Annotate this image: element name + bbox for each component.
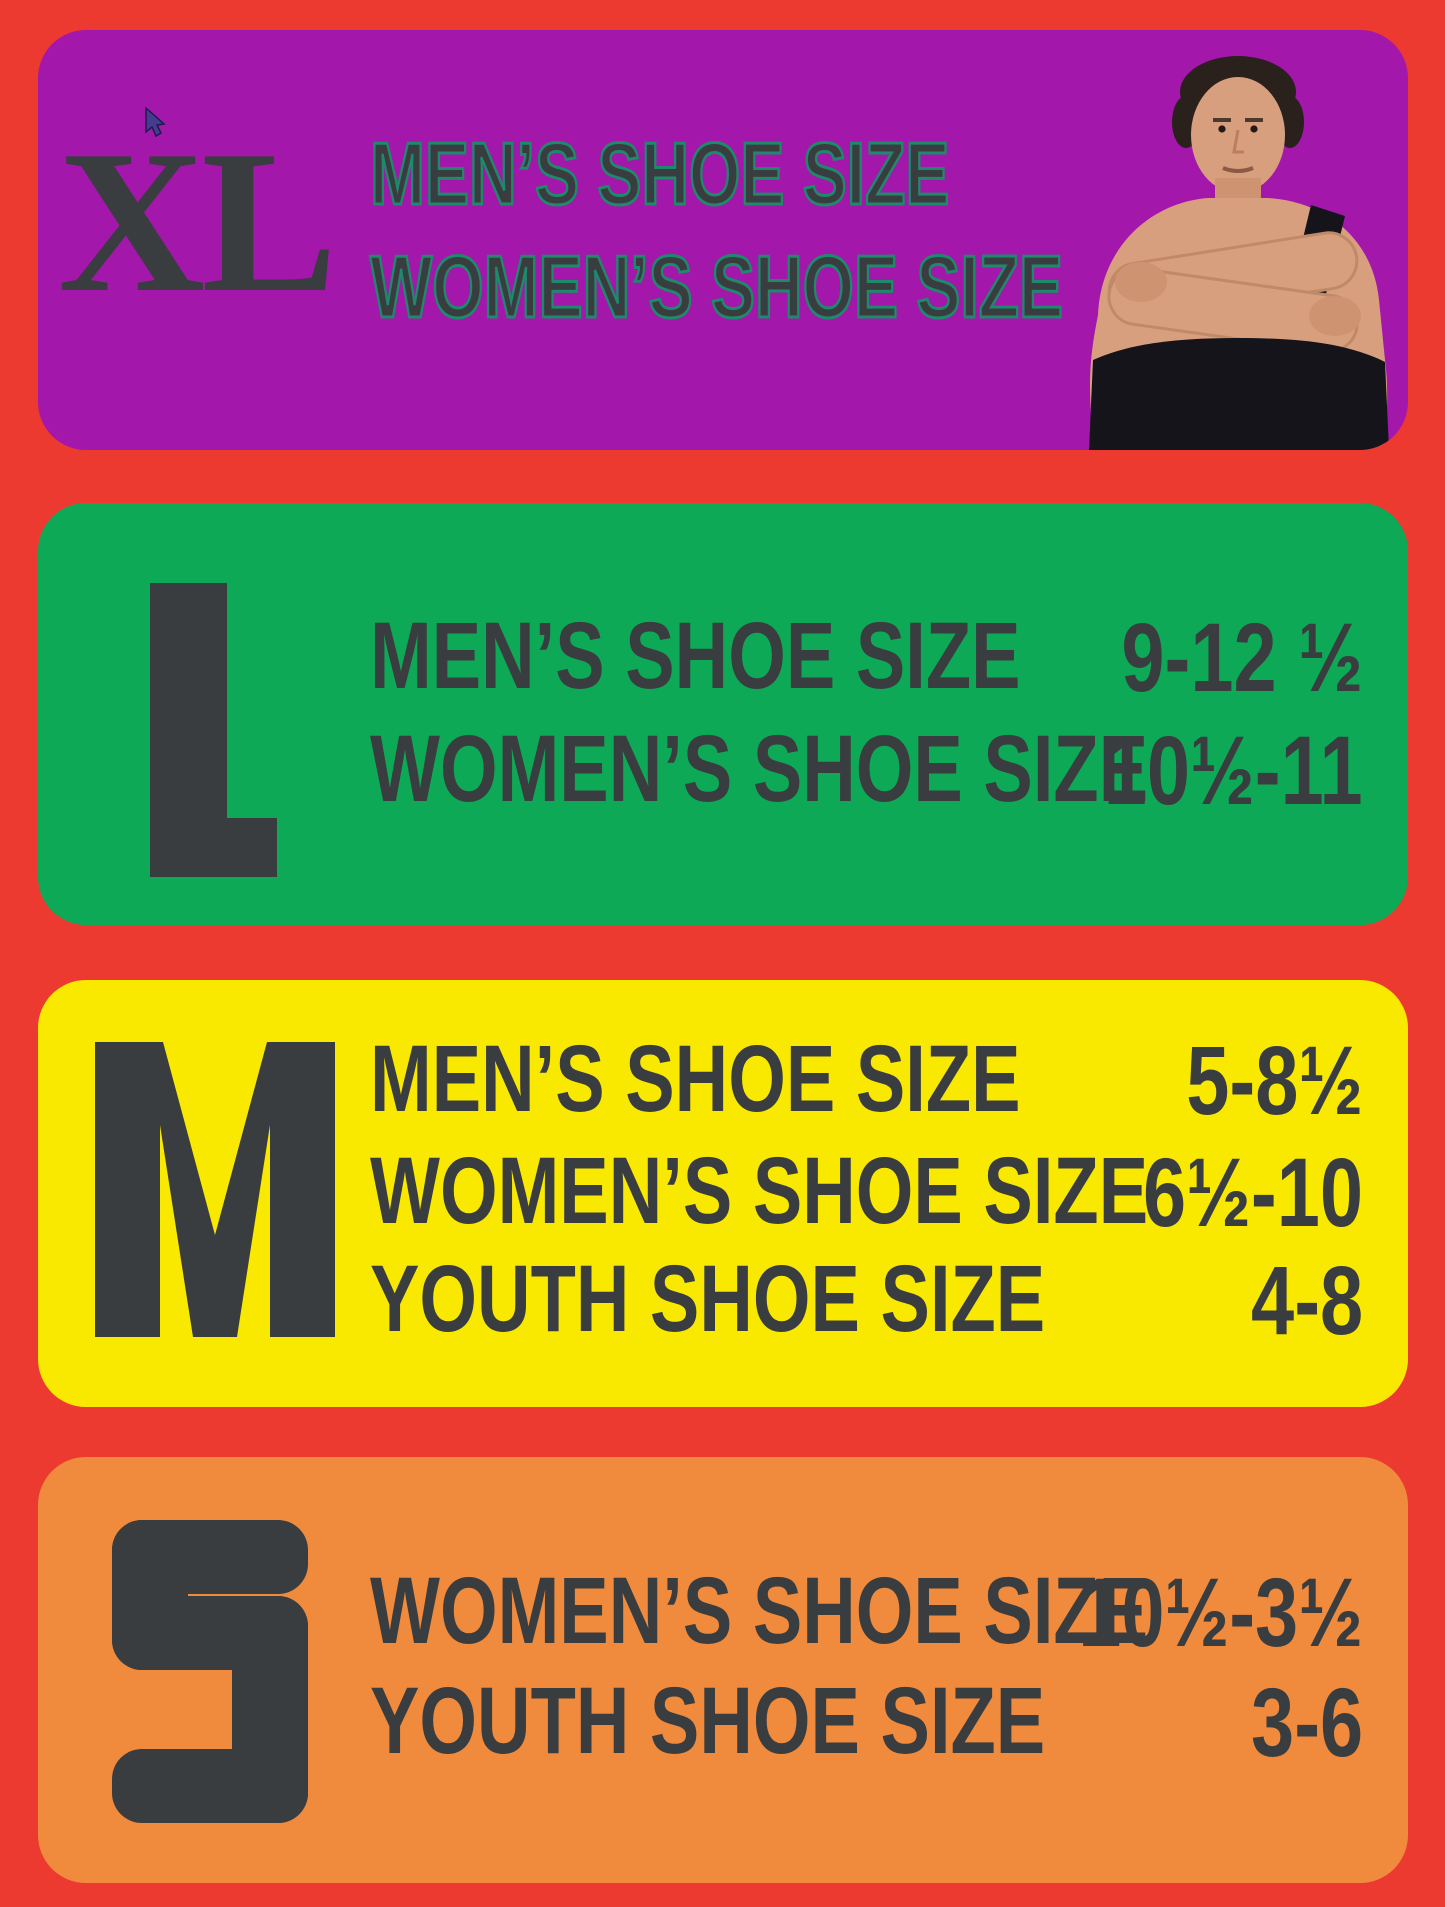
row-label: YOUTH SHOE SIZE <box>370 1246 1046 1352</box>
row-label: WOMEN’S SHOE SIZE <box>369 237 1064 336</box>
row-value: 6½-10 <box>1142 1138 1363 1247</box>
row-label: MEN’S SHOE SIZE <box>370 603 1021 709</box>
row-value: 3-6 <box>1250 1668 1363 1777</box>
andre-the-giant-photo: André the Giant <box>1089 56 1389 450</box>
row-value: 10½-11 <box>1104 716 1363 825</box>
row-value: 5-8½ <box>1186 1026 1363 1135</box>
row-label: MEN’S SHOE SIZE <box>369 124 951 223</box>
panel-m: MEN’S SHOE SIZE 5-8½ WOMEN’S SHOE SIZE 6… <box>38 980 1408 1407</box>
row-value: 10½-3½ <box>1078 1558 1363 1667</box>
row-label: WOMEN’S SHOE SIZE <box>370 1138 1149 1244</box>
row-label: YOUTH SHOE SIZE <box>370 1668 1046 1774</box>
panel-xl: XL MEN’S SHOE SIZE WOMEN’S SHOE SIZE And… <box>38 30 1408 450</box>
panel-l: MEN’S SHOE SIZE 9-12 ½ WOMEN’S SHOE SIZE… <box>38 503 1408 925</box>
row-label: WOMEN’S SHOE SIZE <box>370 1558 1149 1664</box>
panel-s: WOMEN’S SHOE SIZE 10½-3½ YOUTH SHOE SIZE… <box>38 1457 1408 1883</box>
row-label: WOMEN’S SHOE SIZE <box>370 716 1149 822</box>
row-label: MEN’S SHOE SIZE <box>370 1026 1021 1132</box>
row-value: 9-12 ½ <box>1121 603 1363 712</box>
section-letter-xl: XL <box>58 109 337 335</box>
row-value: 4-8 <box>1250 1246 1363 1355</box>
